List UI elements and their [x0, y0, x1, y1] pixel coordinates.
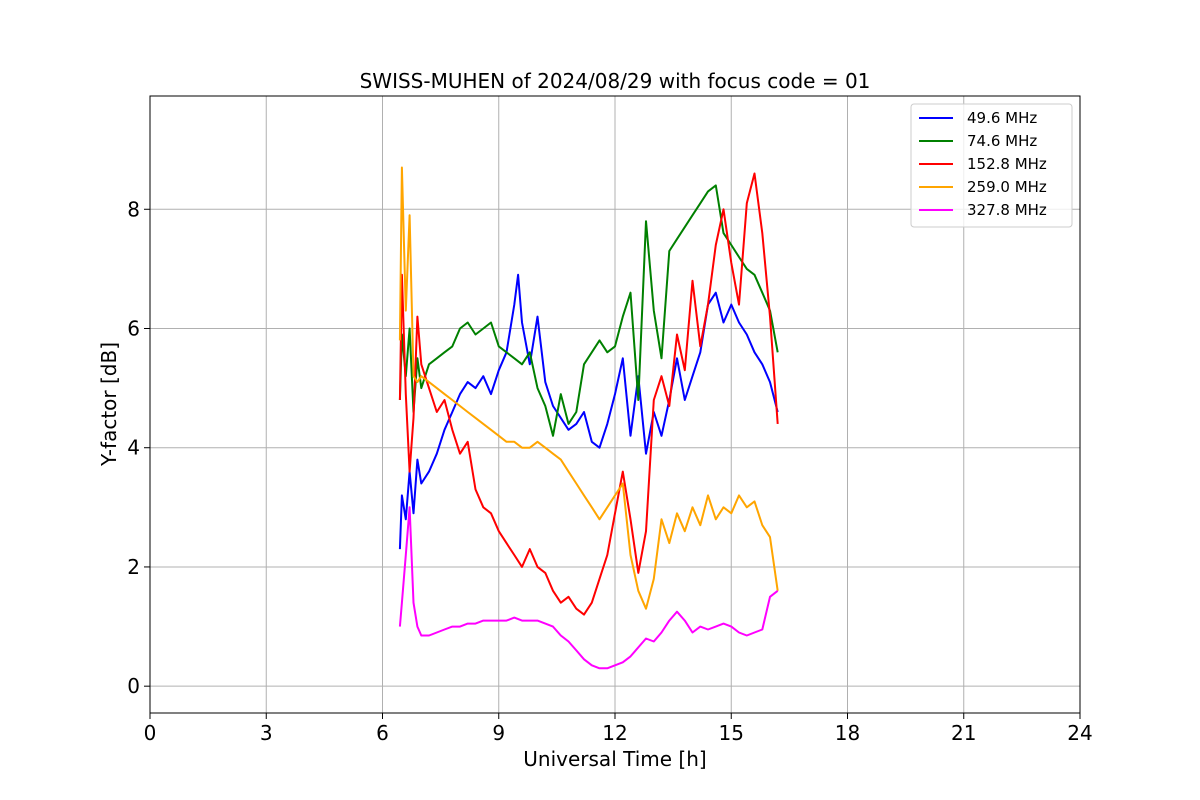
x-tick-label: 12 [602, 721, 627, 745]
series-line-0 [398, 273, 779, 550]
y-tick-label: 2 [127, 555, 140, 579]
legend-entry-3: 259.0 MHz [967, 178, 1047, 196]
y-tick-label: 6 [127, 316, 140, 340]
y-axis-ticks: 0 2 4 6 8 [127, 197, 150, 698]
y-tick-label: 0 [127, 674, 140, 698]
y-tick-label: 4 [127, 436, 140, 460]
legend-entry-0: 49.6 MHz [967, 109, 1037, 127]
y-axis-label: Y-factor [dB] [97, 342, 121, 467]
x-tick-label: 18 [835, 721, 860, 745]
legend-entry-2: 152.8 MHz [967, 155, 1047, 173]
x-tick-label: 0 [144, 721, 157, 745]
y-tick-label: 8 [127, 197, 140, 221]
grid-lines [150, 96, 1080, 713]
x-tick-label: 15 [719, 721, 744, 745]
x-tick-label: 24 [1067, 721, 1092, 745]
x-tick-label: 9 [492, 721, 505, 745]
legend-box [910, 103, 1073, 228]
x-tick-label: 3 [260, 721, 273, 745]
legend: 49.6 MHz 74.6 MHz 152.8 MHz 259.0 MHz 32… [910, 103, 1073, 228]
series-layer [398, 166, 779, 670]
x-tick-label: 6 [376, 721, 389, 745]
series-line-2 [398, 172, 779, 616]
series-line-1 [398, 184, 779, 437]
x-tick-label: 21 [951, 721, 976, 745]
series-line-4 [398, 506, 779, 670]
chart-title: SWISS-MUHEN of 2024/08/29 with focus cod… [360, 69, 871, 93]
x-axis-ticks: 0 3 6 9 12 15 18 21 24 [144, 713, 1093, 745]
series-line-3 [398, 166, 779, 610]
x-axis-label: Universal Time [h] [523, 747, 706, 771]
legend-entry-4: 327.8 MHz [967, 201, 1047, 219]
legend-entry-1: 74.6 MHz [967, 132, 1037, 150]
